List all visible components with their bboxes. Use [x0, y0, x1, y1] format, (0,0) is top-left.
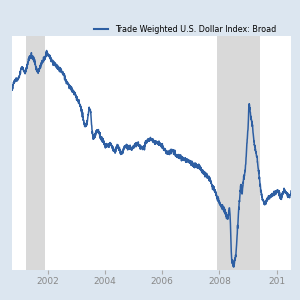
Legend: Trade Weighted U.S. Dollar Index: Broad: Trade Weighted U.S. Dollar Index: Broad — [91, 21, 279, 37]
Bar — [26, 36, 46, 270]
Bar — [217, 36, 260, 270]
